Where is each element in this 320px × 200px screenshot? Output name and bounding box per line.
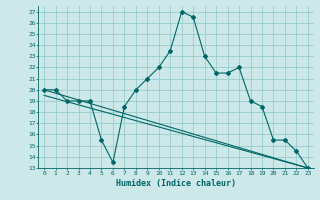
X-axis label: Humidex (Indice chaleur): Humidex (Indice chaleur) <box>116 179 236 188</box>
